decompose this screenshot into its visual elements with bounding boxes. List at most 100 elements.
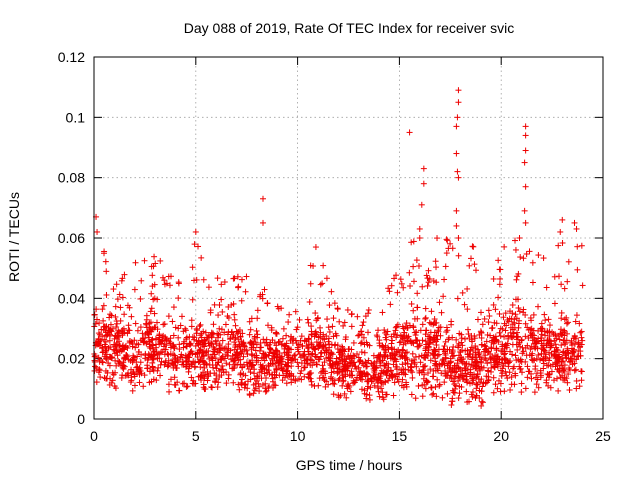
data-point <box>551 337 558 344</box>
data-point <box>563 375 570 382</box>
data-point <box>104 375 111 382</box>
data-point <box>309 350 316 357</box>
data-point <box>512 246 519 253</box>
data-point <box>496 329 503 336</box>
data-point <box>341 319 348 326</box>
data-point <box>379 389 386 396</box>
data-point <box>198 254 205 261</box>
data-point <box>409 369 416 376</box>
data-point <box>221 279 228 286</box>
data-point <box>366 396 373 403</box>
data-point <box>433 342 440 349</box>
data-point <box>246 391 253 398</box>
data-point <box>267 345 274 352</box>
data-point <box>137 295 144 302</box>
data-point <box>312 310 319 317</box>
data-point <box>451 369 458 376</box>
data-point <box>578 368 585 375</box>
data-point <box>221 329 228 336</box>
data-point <box>522 385 529 392</box>
data-point <box>237 333 244 340</box>
data-point <box>479 399 486 406</box>
data-point <box>262 388 269 395</box>
data-point <box>442 263 449 270</box>
data-point <box>463 376 470 383</box>
data-point <box>318 369 325 376</box>
data-point <box>289 340 296 347</box>
data-point <box>533 374 540 381</box>
data-point <box>535 351 542 358</box>
data-point-peak <box>571 219 578 226</box>
data-point <box>382 379 389 386</box>
data-point <box>308 378 315 385</box>
data-point <box>561 285 568 292</box>
data-point <box>203 334 210 341</box>
data-point <box>554 375 561 382</box>
data-point <box>131 382 138 389</box>
data-point <box>479 321 486 328</box>
data-point <box>353 365 360 372</box>
data-point <box>450 343 457 350</box>
data-point <box>95 369 102 376</box>
data-point-peak <box>454 114 461 121</box>
data-point <box>430 373 437 380</box>
data-point <box>355 332 362 339</box>
data-point <box>106 337 113 344</box>
data-point <box>148 378 155 385</box>
data-point <box>249 357 256 364</box>
data-point <box>435 351 442 358</box>
data-point <box>439 394 446 401</box>
data-point <box>501 388 508 395</box>
data-point <box>258 344 265 351</box>
data-point <box>462 335 469 342</box>
data-point <box>145 334 152 341</box>
data-point <box>197 346 204 353</box>
data-point <box>294 346 301 353</box>
data-point <box>250 390 257 397</box>
data-point <box>341 348 348 355</box>
data-point <box>410 307 417 314</box>
data-point <box>239 348 246 355</box>
data-point <box>453 336 460 343</box>
data-point <box>96 357 103 364</box>
data-point <box>441 276 448 283</box>
data-point <box>497 332 504 339</box>
data-point <box>504 375 511 382</box>
data-point <box>551 273 558 280</box>
data-point <box>122 342 129 349</box>
data-point <box>410 238 417 245</box>
data-point <box>358 328 365 335</box>
data-point <box>358 386 365 393</box>
data-point <box>574 266 581 273</box>
data-point <box>415 263 422 270</box>
data-point <box>444 237 451 244</box>
data-point <box>574 353 581 360</box>
data-point <box>304 345 311 352</box>
data-point <box>292 376 299 383</box>
data-point <box>408 239 415 246</box>
data-point <box>476 349 483 356</box>
data-point <box>530 357 537 364</box>
data-point <box>334 346 341 353</box>
data-point <box>307 280 314 287</box>
data-point-peak <box>453 150 460 157</box>
data-point-peak <box>522 183 529 190</box>
x-axis-label: GPS time / hours <box>296 457 403 473</box>
data-point <box>253 327 260 334</box>
data-point <box>218 326 225 333</box>
data-point <box>134 327 141 334</box>
data-point <box>578 334 585 341</box>
data-point <box>151 310 158 317</box>
data-point <box>194 327 201 334</box>
data-point <box>365 310 372 317</box>
data-point <box>523 251 530 258</box>
data-point <box>254 372 261 379</box>
data-point <box>482 343 489 350</box>
data-point <box>165 313 172 320</box>
data-point <box>161 321 168 328</box>
data-point-peak <box>557 228 564 235</box>
data-point <box>348 323 355 330</box>
data-point <box>497 266 504 273</box>
data-point <box>379 357 386 364</box>
data-point <box>490 389 497 396</box>
